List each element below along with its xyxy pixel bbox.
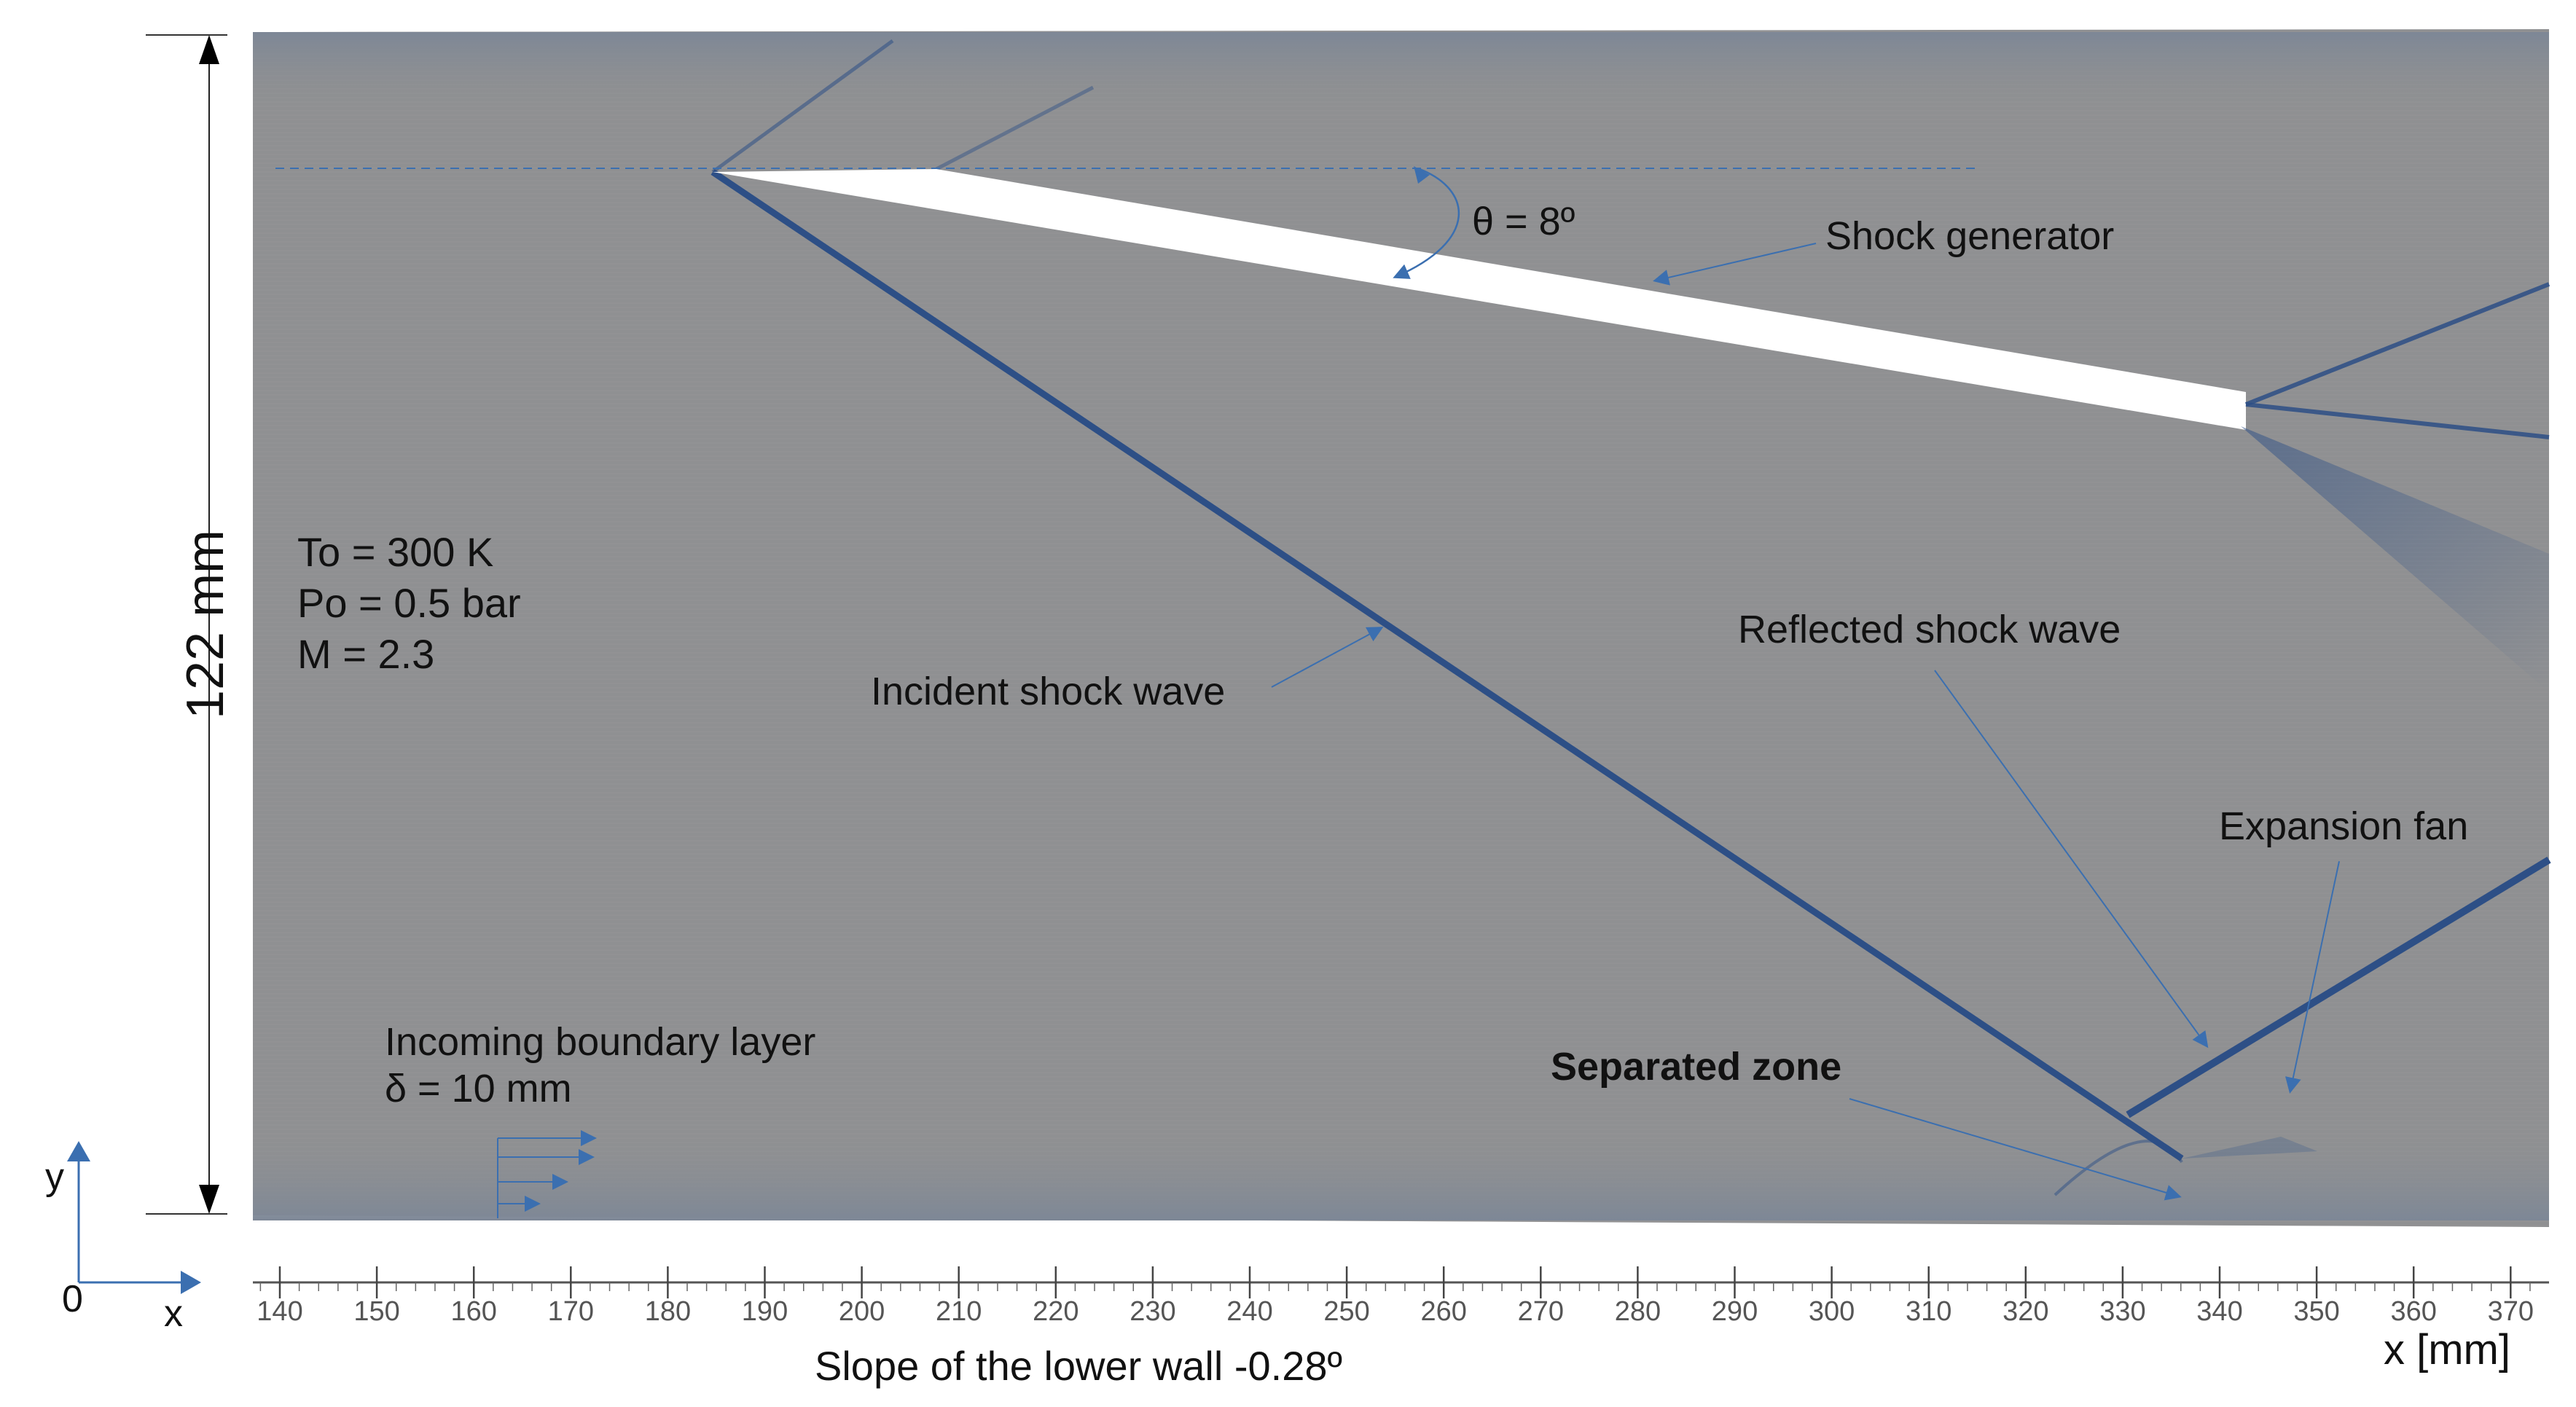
reflected-shock-label: Reflected shock wave (1738, 608, 2121, 651)
ruler-tick-label: 140 (257, 1296, 302, 1327)
expansion-fan-region (2182, 1137, 2317, 1159)
ruler-tick-label: 150 (353, 1296, 399, 1327)
height-arrow-bottom (199, 1185, 219, 1214)
ruler-tick-label: 190 (742, 1296, 788, 1327)
height-label: 122 mm (176, 530, 235, 719)
shock-generator-pointer (1653, 243, 1817, 286)
reflected-shock-line (2126, 856, 2551, 1118)
incident-shock-pointer (1271, 627, 1384, 688)
upper-wall-band (253, 32, 2549, 112)
y-axis-label: y (45, 1156, 64, 1198)
trailing-edge-wave-upper (2244, 282, 2550, 407)
ruler-tick-label: 200 (839, 1296, 885, 1327)
incident-shock-label: Incident shock wave (871, 670, 1225, 713)
ruler-tick-label: 330 (2099, 1296, 2145, 1327)
ruler-tick-label: 300 (1809, 1296, 1855, 1327)
slope-label: Slope of the lower wall -0.28º (815, 1343, 1342, 1389)
ruler-tick-label: 340 (2196, 1296, 2242, 1327)
ruler-tick-label: 170 (548, 1296, 594, 1327)
ruler-tick-label: 180 (645, 1296, 691, 1327)
ruler-tick-label: 250 (1323, 1296, 1369, 1327)
separation-bubble (2054, 1140, 2183, 1196)
temperature-label: To = 300 K (297, 529, 493, 575)
ruler-tick-label: 320 (2003, 1296, 2048, 1327)
ruler-tick-label: 360 (2390, 1296, 2436, 1327)
ruler-tick-label: 160 (450, 1296, 496, 1327)
angle-label: θ = 8º (1472, 200, 1575, 243)
ruler-tick-label: 350 (2293, 1296, 2339, 1327)
trailing-edge-wave-lower (2245, 402, 2550, 439)
separated-zone-label: Separated zone (1551, 1045, 1841, 1089)
height-dimension: 122 mm (146, 34, 235, 1215)
field-streaks (253, 29, 2549, 1227)
reflected-shock-pointer (1934, 670, 2209, 1049)
x-axis-label: x (164, 1293, 183, 1335)
height-arrow-top (199, 35, 219, 64)
leading-edge-upper-wave (711, 39, 894, 174)
boundary-layer-thickness: δ = 10 mm (385, 1067, 572, 1110)
x-axis-arrowhead (181, 1271, 201, 1294)
ruler-tick-label: 220 (1033, 1296, 1078, 1327)
x-ruler: 140 150 160 170 180 190 200 210 220 230 240 250 260 2… (253, 1266, 2549, 1373)
flow-conditions: To = 300 K Po = 0.5 bar M = 2.3 (297, 529, 521, 677)
ruler-tick-label: 310 (1906, 1296, 1951, 1327)
lower-boundary-layer-band (253, 1129, 2549, 1220)
expansion-fan-label: Expansion fan (2219, 804, 2468, 848)
generator-corner-wave (935, 85, 1095, 171)
origin-label: 0 (62, 1278, 83, 1320)
ruler-tick-label: 210 (936, 1296, 982, 1327)
separated-zone-pointer (1849, 1098, 2182, 1201)
ruler-tick-label: 280 (1615, 1296, 1661, 1327)
boundary-layer-label: Incoming boundary layer (385, 1020, 815, 1064)
ruler-tick-label: 240 (1226, 1296, 1272, 1327)
flow-field (253, 29, 2551, 1227)
pressure-label: Po = 0.5 bar (297, 580, 521, 626)
ruler-tick-label: 370 (2488, 1296, 2534, 1327)
ruler-ticks: 140 150 160 170 180 190 200 210 220 230 240 250 260 2… (257, 1266, 2534, 1327)
trailing-edge-expansion (2241, 426, 2549, 692)
incident-shock-line (710, 169, 2184, 1161)
shock-generator-label: Shock generator (1825, 214, 2114, 258)
ruler-tick-label: 290 (1712, 1296, 1758, 1327)
angle-arc-start-arrow (1414, 166, 1430, 184)
mach-label: M = 2.3 (297, 631, 434, 677)
coordinate-system: y x 0 (45, 1141, 201, 1335)
shock-generator-plate (713, 169, 2246, 430)
ruler-tick-label: 260 (1420, 1296, 1466, 1327)
y-axis-arrowhead (67, 1141, 90, 1161)
ruler-tick-label: 270 (1518, 1296, 1564, 1327)
ruler-tick-label: 230 (1130, 1296, 1175, 1327)
expansion-fan-pointer (2285, 861, 2340, 1094)
angle-arc (1393, 168, 1460, 279)
boundary-layer-profile (497, 1130, 597, 1218)
x-axis-title: x [mm] (2384, 1326, 2510, 1373)
